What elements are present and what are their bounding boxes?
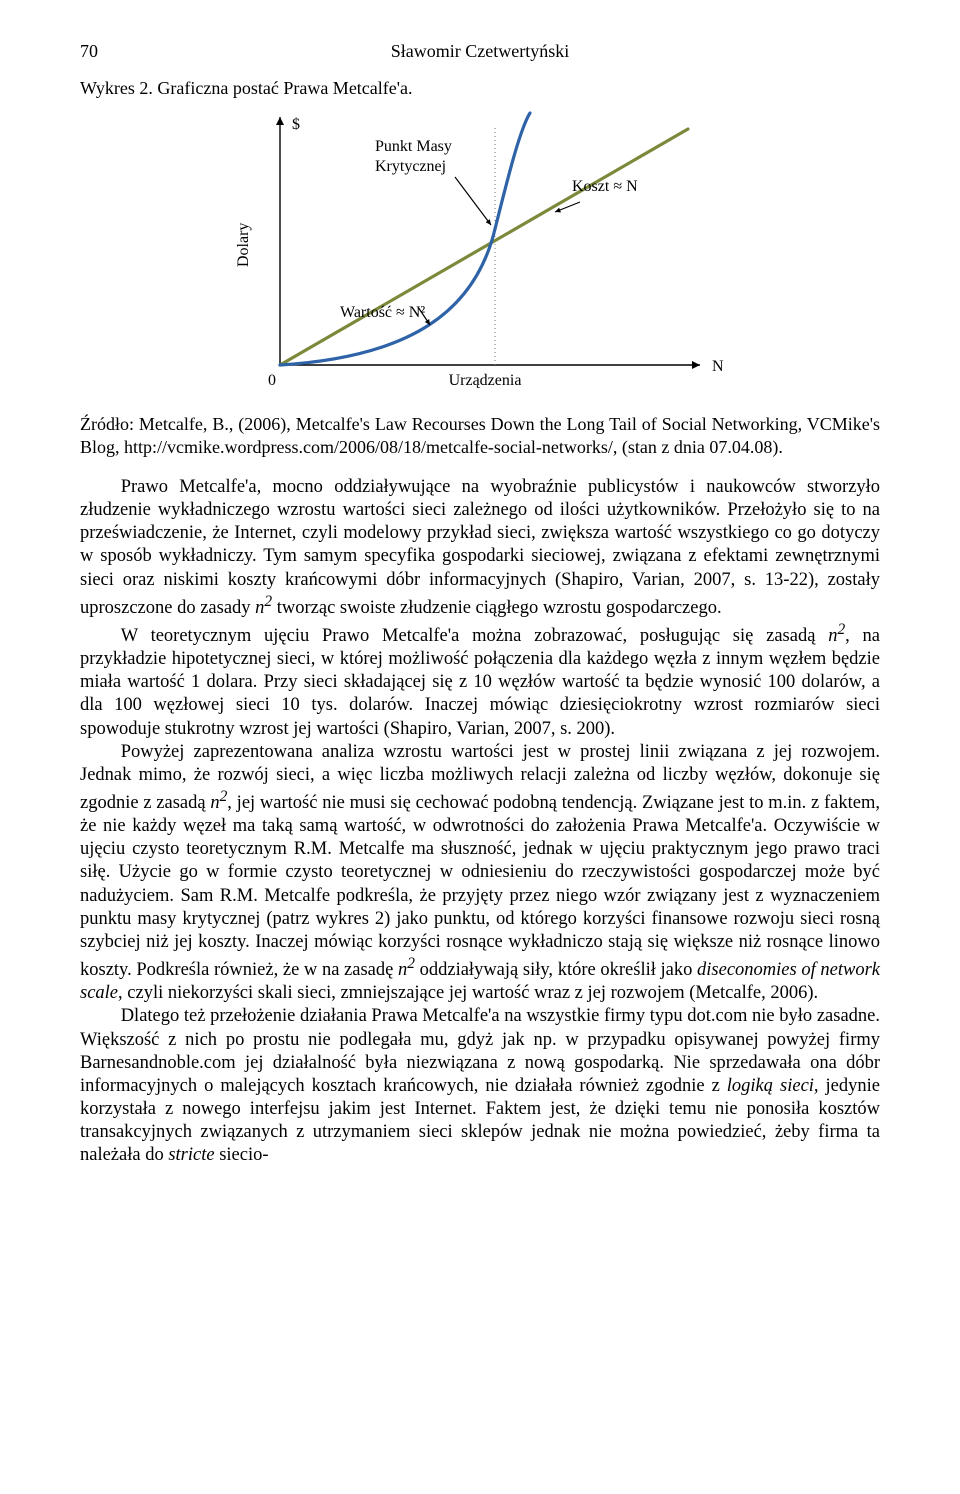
p3-text-c: oddziaływają siły, które określił jako [415, 960, 697, 980]
p1-text-a: Prawo Metcalfe'a, mocno oddziaływujące n… [80, 477, 880, 618]
p4-em: logiką sieci [727, 1076, 814, 1096]
svg-text:Urządzenia: Urządzenia [449, 372, 522, 389]
paragraph-3: Powyżej zaprezentowana analiza wzrostu w… [80, 741, 880, 1006]
chart-container: Dolary $0 Urządzenia N Punkt Masy Krytycznej K… [80, 107, 880, 407]
figure-caption: Wykres 2. Graficzna postać Prawa Metcalf… [80, 77, 880, 100]
figure-source: Źródło: Metcalfe, B., (2006), Metcalfe's… [80, 413, 880, 458]
author-name: Sławomir Czetwertyński [120, 40, 840, 63]
svg-text:0: 0 [268, 372, 276, 389]
p3-text-b: , jej wartość nie musi się cechować podo… [80, 793, 880, 980]
p2-text-a: W teoretycznym ujęciu Prawo Metcalfe'a m… [121, 626, 829, 646]
p4-text-c: siecio- [215, 1145, 269, 1165]
svg-text:Punkt Masy: Punkt Masy [375, 138, 452, 155]
svg-text:$: $ [292, 116, 300, 133]
svg-text:Wartość ≈ N²: Wartość ≈ N² [340, 304, 425, 321]
svg-text:Dolary: Dolary [235, 223, 252, 267]
p3-text-d: , czyli niekorzyści skali sieci, zmniejs… [118, 983, 818, 1003]
p2-n2: n2 [828, 626, 845, 646]
paragraph-1: Prawo Metcalfe'a, mocno oddziaływujące n… [80, 476, 880, 620]
svg-text:Koszt ≈ N: Koszt ≈ N [572, 178, 638, 195]
paragraph-2: W teoretycznym ujęciu Prawo Metcalfe'a m… [80, 620, 880, 741]
svg-text:Krytycznej: Krytycznej [375, 158, 446, 175]
p1-text-b: tworząc swoiste złudzenie ciągłego wzros… [272, 598, 721, 618]
metcalfe-chart: Dolary $0 Urządzenia N Punkt Masy Krytycznej K… [220, 107, 740, 407]
page-number: 70 [80, 40, 120, 63]
paragraph-4: Dlatego też przełożenie działania Prawa … [80, 1005, 880, 1167]
p1-n2: n2 [255, 598, 272, 618]
header-spacer [840, 40, 880, 63]
p3-n2: n2 [210, 793, 227, 813]
p4-em2: stricte [168, 1145, 214, 1165]
svg-text:N: N [712, 358, 724, 375]
p3-n2b: n2 [398, 960, 415, 980]
